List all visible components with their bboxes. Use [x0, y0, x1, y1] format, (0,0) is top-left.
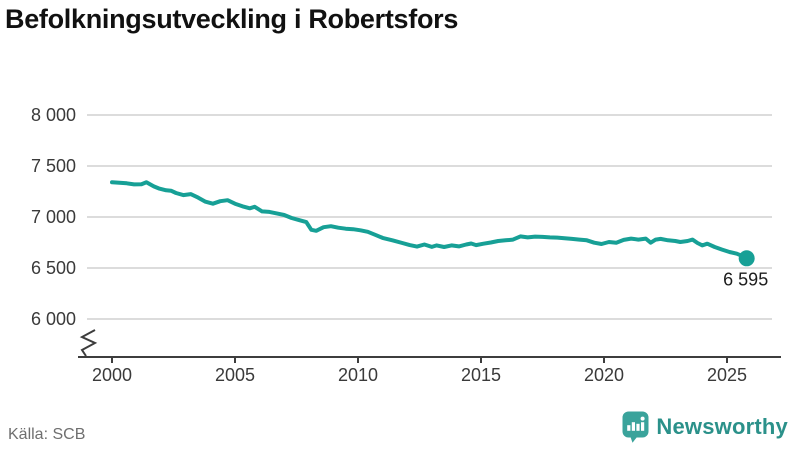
x-tick-label: 2015 [461, 365, 501, 385]
x-tick-label: 2005 [215, 365, 255, 385]
axis-break-icon [79, 329, 98, 357]
y-tick-label: 8 000 [31, 105, 76, 125]
y-tick-label: 6 500 [31, 258, 76, 278]
x-tick-label: 2010 [338, 365, 378, 385]
end-point-label: 6 595 [723, 269, 768, 289]
newsworthy-icon [622, 411, 649, 443]
x-tick-label: 2025 [707, 365, 747, 385]
brand-name: Newsworthy [656, 414, 788, 439]
y-tick-label: 6 000 [31, 309, 76, 329]
newsworthy-logo[interactable]: Newsworthy [622, 411, 788, 443]
page-title: Befolkningsutveckling i Robertsfors [5, 4, 459, 34]
y-tick-label: 7 000 [31, 207, 76, 227]
x-tick-label: 2000 [92, 365, 132, 385]
source-label: Källa: SCB [8, 426, 86, 443]
end-point-marker [738, 250, 755, 267]
population-series-line [110, 180, 749, 261]
x-tick-label: 2020 [584, 365, 624, 385]
y-tick-label: 7 500 [31, 156, 76, 176]
